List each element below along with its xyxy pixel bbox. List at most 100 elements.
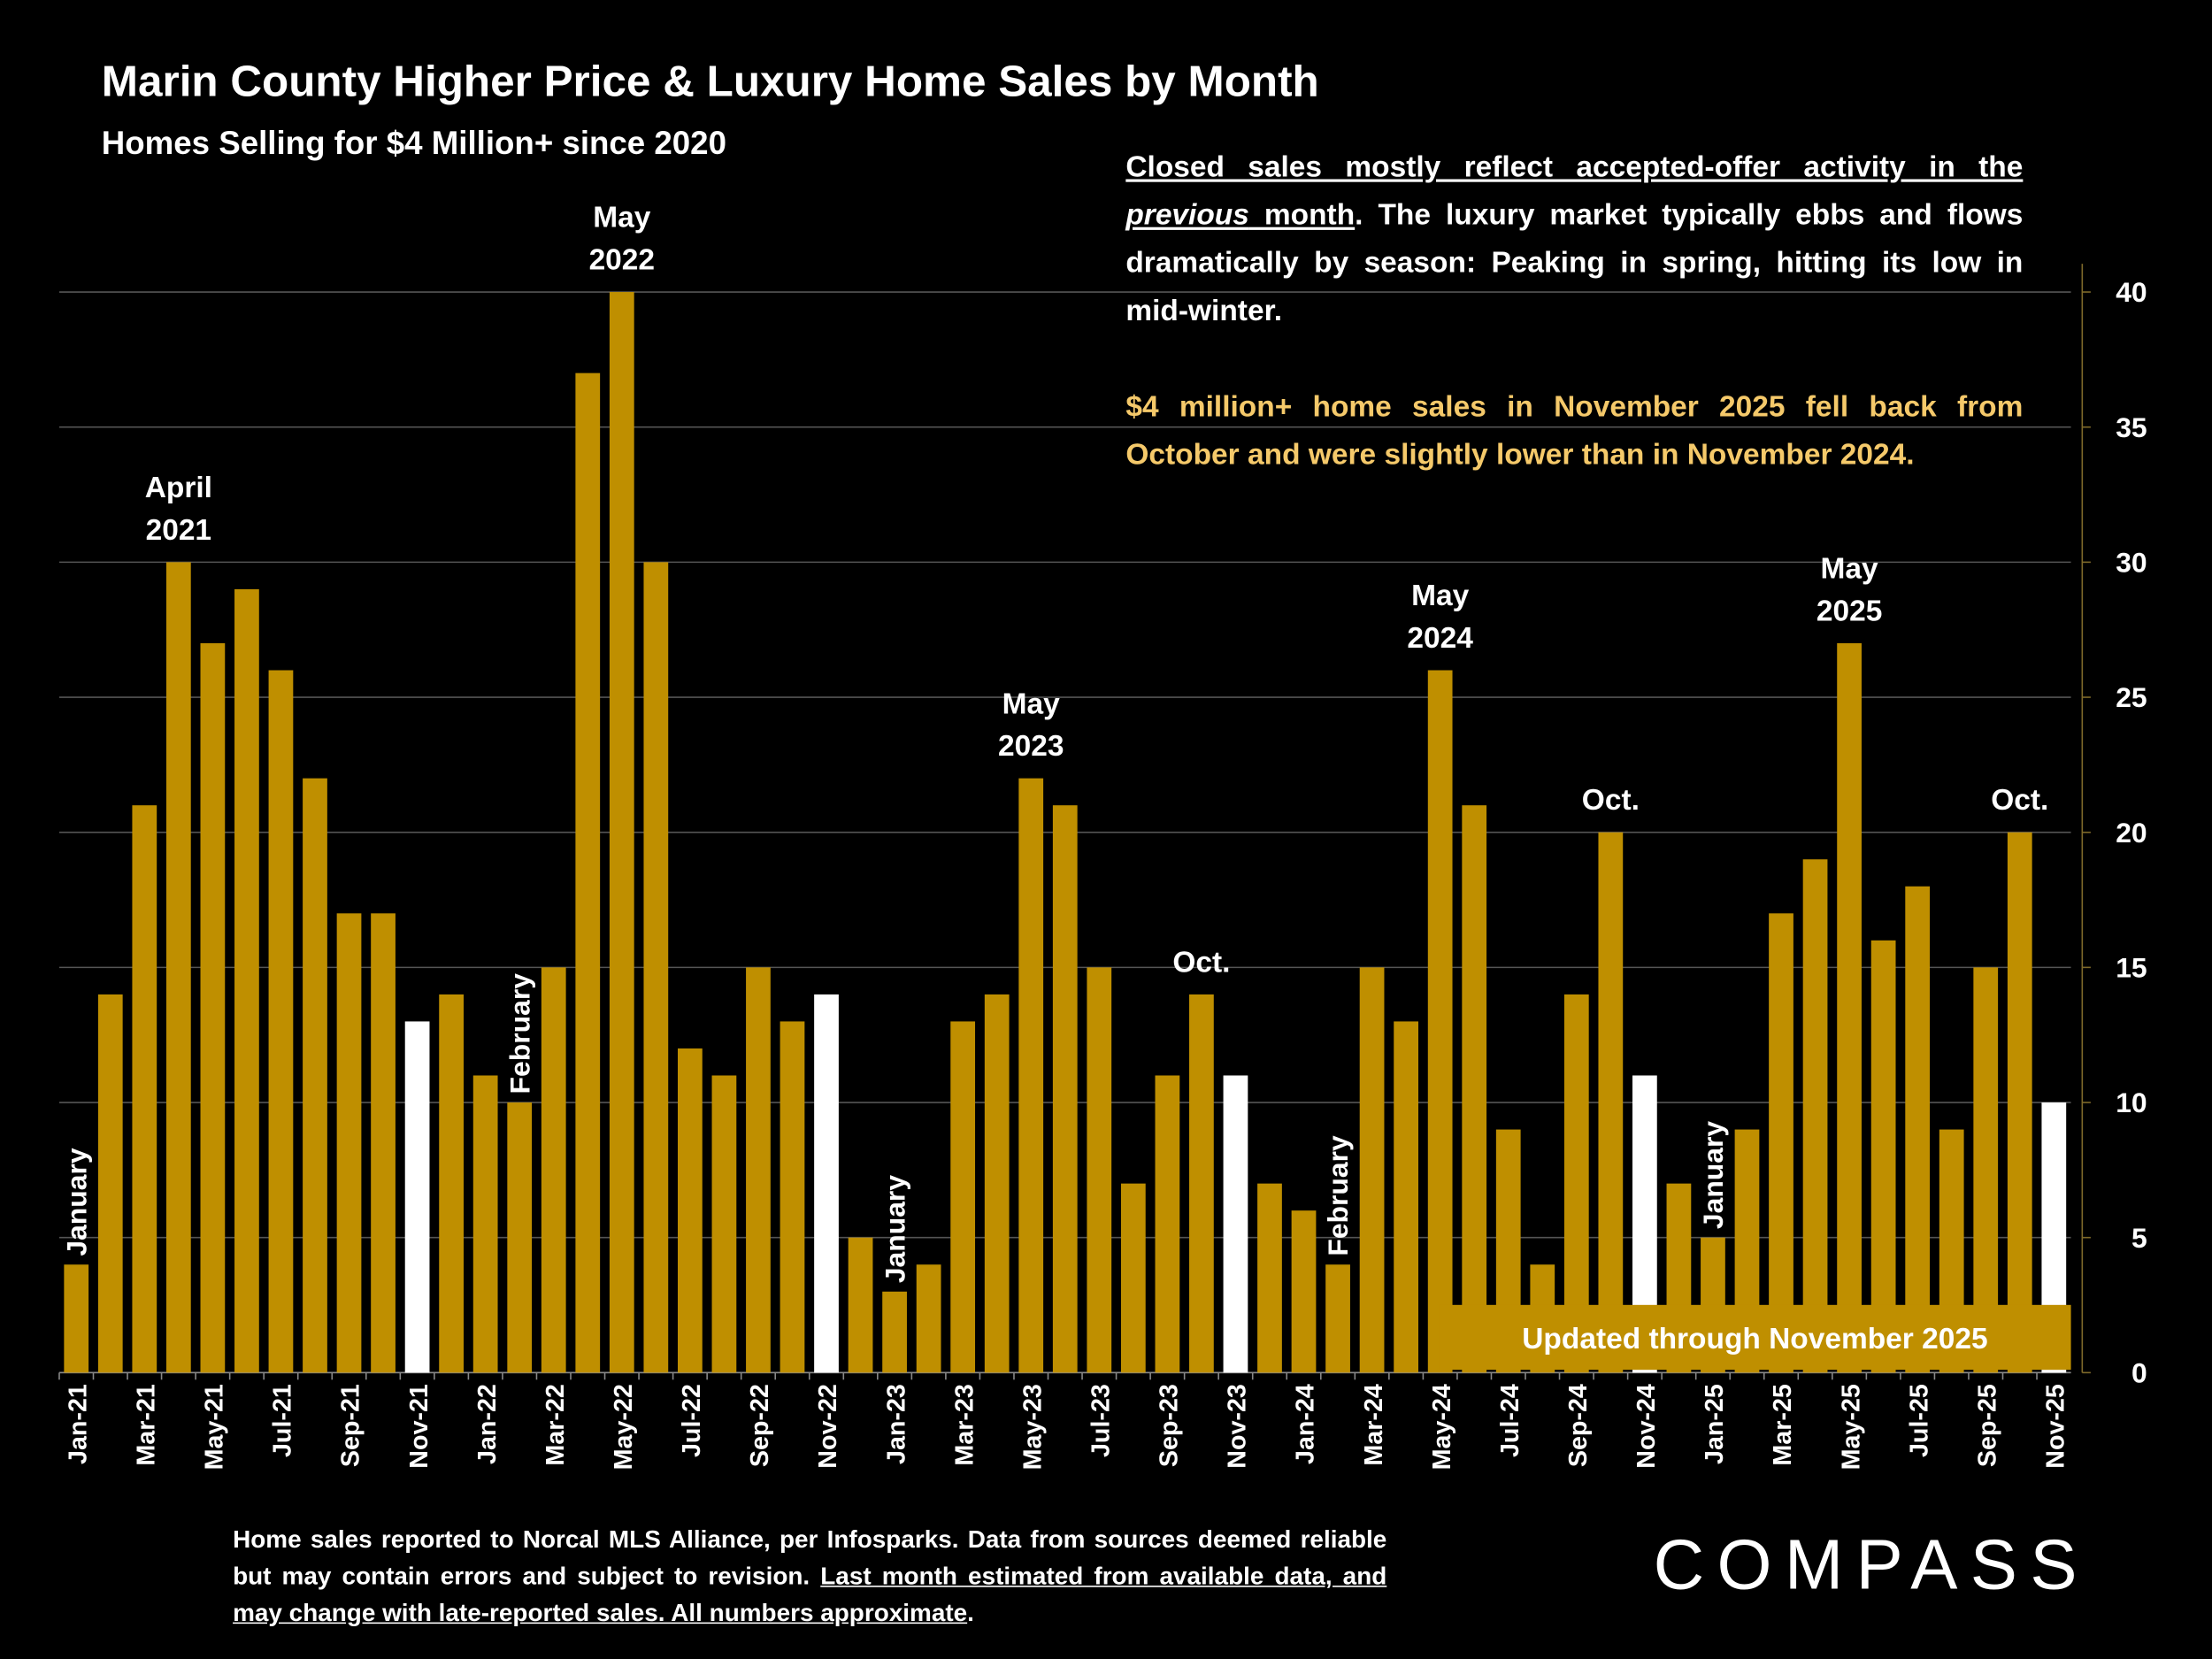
x-tick-label: Sep-24 (1564, 1384, 1593, 1467)
text-span: Closed sales mostly reflect accepted-off… (1125, 150, 2024, 184)
x-tick-label: May-24 (1428, 1384, 1456, 1470)
bar (268, 670, 294, 1373)
y-tick-label: 0 (2131, 1357, 2147, 1389)
x-tick-label: Sep-22 (746, 1384, 774, 1467)
bar (303, 778, 327, 1373)
note: Closed sales mostly reflect accepted-off… (1125, 144, 2023, 528)
bar (711, 1075, 737, 1373)
bar (1291, 1210, 1317, 1373)
bar (1155, 1075, 1180, 1373)
x-tick-label: Nov-21 (405, 1384, 434, 1469)
logo: COMPASS (1653, 1525, 2090, 1604)
bar (371, 913, 396, 1373)
bar (507, 1102, 533, 1373)
x-tick-label: Nov-22 (814, 1384, 842, 1469)
bar-label: Oct. (1991, 784, 2048, 817)
y-tick-label: 30 (2116, 547, 2147, 579)
bar (336, 913, 362, 1373)
bar (678, 1048, 703, 1373)
x-tick-label: Mar-25 (1769, 1384, 1797, 1466)
bar (609, 292, 634, 1373)
badge-box (1439, 1304, 2071, 1371)
bar (780, 1021, 805, 1373)
badge: Updated through November 2025 (1522, 1323, 1987, 1356)
y-tick-label: 10 (2116, 1087, 2147, 1118)
text-span: Home sales reported to Norcal MLS Allian… (233, 1525, 1387, 1590)
x-tick-label: Jan-21 (64, 1384, 92, 1464)
bar (1598, 832, 1624, 1373)
x-tick-label: Jul-23 (1087, 1384, 1115, 1457)
bar-label-vertical: January (879, 1175, 910, 1284)
bar-label: April 2021 (145, 472, 212, 547)
x-tick-label: Sep-21 (337, 1384, 365, 1467)
text-span: previous (1125, 198, 1249, 232)
x-tick-label: Jul-21 (269, 1384, 297, 1457)
bar (984, 994, 1010, 1373)
x-tick-label: Jan-22 (473, 1384, 502, 1464)
text-span: . (967, 1598, 974, 1627)
bar (1223, 1075, 1248, 1373)
bar (2007, 832, 2032, 1373)
bar (1802, 859, 1828, 1373)
text-span: . The luxury market typically ebbs and f… (1125, 198, 2024, 327)
note-paragraph: $4 million+ home sales in November 2025 … (1125, 390, 2024, 472)
bar (165, 562, 191, 1373)
x-tick-label: Nov-23 (1224, 1384, 1252, 1469)
bar-label-vertical: February (503, 973, 535, 1094)
bar (1769, 913, 1793, 1373)
x-tick-label: May-22 (610, 1384, 638, 1470)
x-tick-label: Jul-24 (1496, 1384, 1525, 1457)
bar-label-vertical: January (1697, 1121, 1729, 1230)
x-tick-label: May-23 (1018, 1384, 1047, 1470)
bar (1087, 967, 1112, 1373)
y-tick-label: 5 (2131, 1222, 2147, 1254)
bar-label: May 2023 (998, 687, 1064, 763)
bar (1189, 994, 1214, 1373)
bar (1905, 886, 1931, 1373)
y-tick-label: 20 (2116, 817, 2147, 849)
y-tick-label: 40 (2116, 276, 2147, 308)
bar (439, 994, 464, 1373)
bar (200, 642, 226, 1373)
x-tick-label: May-25 (1837, 1384, 1865, 1470)
bar (848, 1237, 873, 1373)
bar (1870, 940, 1896, 1373)
bar (916, 1264, 941, 1373)
note-paragraph: Closed sales mostly reflect accepted-off… (1125, 144, 2023, 336)
bar-label: May 2025 (1816, 553, 1882, 628)
bar (1018, 778, 1044, 1373)
text-span: Last month estimated from available data… (233, 1562, 1387, 1627)
bar-label: Oct. (1582, 784, 1640, 817)
bar (882, 1291, 907, 1373)
bar (64, 1264, 89, 1373)
bar (541, 967, 566, 1373)
bar (472, 1075, 498, 1373)
bar (575, 373, 601, 1373)
bar (1325, 1264, 1350, 1373)
bar (950, 1021, 976, 1373)
x-tick-label: Jul-25 (1905, 1384, 1933, 1457)
x-tick-label: Mar-21 (132, 1384, 160, 1466)
x-tick-label: Sep-25 (1973, 1384, 2001, 1467)
bar-label: May 2024 (1407, 580, 1473, 655)
bar (1052, 805, 1078, 1373)
bar (1427, 670, 1453, 1373)
x-tick-label: Mar-22 (541, 1384, 570, 1465)
bar (1394, 1021, 1419, 1373)
bar (1462, 805, 1487, 1373)
y-tick-label: 25 (2116, 681, 2147, 713)
x-tick-label: Jan-25 (1701, 1384, 1729, 1464)
bar (1257, 1183, 1282, 1373)
bar-label: May 2022 (589, 202, 655, 277)
x-tick-label: Nov-24 (1632, 1384, 1661, 1469)
bar (1837, 642, 1862, 1373)
subtitle: Homes Selling for $4 Million+ since 2020 (101, 124, 726, 161)
bar (643, 562, 669, 1373)
title: Marin County Higher Price & Luxury Home … (101, 56, 1319, 106)
bar (1359, 967, 1385, 1373)
bar-label-vertical: February (1322, 1135, 1354, 1256)
bar-label: Oct. (1172, 946, 1230, 979)
